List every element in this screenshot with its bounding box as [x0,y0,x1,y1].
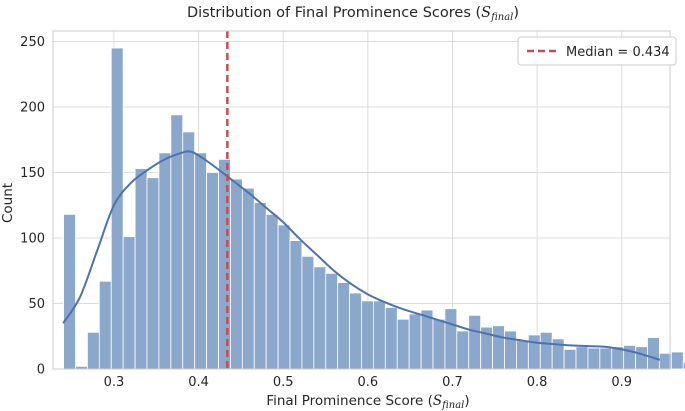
x-tick-label: 0.7 [442,375,463,390]
histogram-bar [682,362,685,370]
histogram-bar [87,331,100,370]
histogram-bar [277,224,291,370]
histogram-bar [301,255,315,370]
histogram-bar [98,280,112,370]
title-subscript: final [490,12,513,23]
x-tick-label: 0.4 [188,375,209,390]
histogram-bar [647,337,660,370]
title-symbol: S [481,5,491,21]
histogram-bar [122,236,136,370]
xlabel-subscript: final [441,400,464,411]
xlabel-main: Final Prominence Score ( [266,393,433,409]
histogram-bar [396,318,410,370]
histogram-bar [504,330,517,370]
x-tick-labels: 0.3 0.4 0.5 0.6 0.7 0.8 0.9 [104,375,633,390]
histogram-bar [539,331,553,370]
histogram-bar [468,314,482,370]
histogram-bar [158,152,172,370]
plot-frame [52,30,671,370]
histogram-bar [253,202,267,370]
xlabel-close: ) [464,393,469,409]
y-tick-labels: 0 50 100 150 200 250 [20,35,45,378]
y-tick-label: 0 [37,363,45,378]
x-axis-label: Final Prominence Score (Sfinal) [266,393,469,411]
x-tick-label: 0.3 [104,375,125,390]
histogram-bar [182,131,196,370]
y-tick-label: 150 [20,166,45,181]
histogram-bar [492,325,505,370]
title-main: Distribution of Final Prominence Scores … [187,5,481,21]
histogram-bar [265,214,279,370]
y-tick-label: 200 [20,100,45,115]
histogram-bar [670,351,684,370]
histogram-bar [384,307,398,370]
histogram-bar [361,300,374,370]
histogram-bar [241,187,255,370]
histogram-bar [623,345,636,370]
title-close: ) [513,5,519,21]
histogram-bar [289,240,303,370]
xlabel-symbol: S [433,393,442,409]
y-axis-label: Count [0,183,16,223]
histogram-bar [337,282,350,370]
x-tick-label: 0.8 [527,375,548,390]
histogram-bar [146,177,160,370]
histogram-bar [432,318,446,370]
histogram-bar [373,300,386,370]
histogram-bar [230,178,243,370]
histogram-bar [349,292,362,370]
x-tick-label: 0.9 [611,375,632,390]
legend-box [517,36,677,66]
histogram-bar [134,168,148,370]
histogram-bar [563,348,577,370]
x-tick-label: 0.5 [273,375,294,390]
legend-median-label: Median = 0.434 [566,45,670,60]
histogram-bar [527,334,541,370]
histogram-bars [63,47,685,370]
histogram-bar [516,339,529,370]
y-tick-label: 250 [20,35,45,50]
legend: Median = 0.434 [517,36,677,66]
histogram-bar [313,266,327,370]
chart-title: Distribution of Final Prominence Scores … [187,5,519,23]
x-tick-label: 0.6 [358,375,379,390]
histogram-bar [587,347,601,370]
y-tick-label: 100 [20,231,45,246]
histogram-bar [575,346,589,370]
histogram-bar [444,308,458,370]
histogram-bar [218,158,231,370]
histogram-bar [206,172,219,370]
histogram-bar [63,214,76,370]
y-tick-label: 50 [28,297,45,312]
histogram-bar [325,272,339,370]
histogram-bar [635,346,648,370]
histogram-bar [194,152,207,370]
histogram-bar [599,347,613,370]
kde-curve [62,150,661,361]
histogram-bar [456,330,470,370]
histogram-bar [408,313,422,370]
